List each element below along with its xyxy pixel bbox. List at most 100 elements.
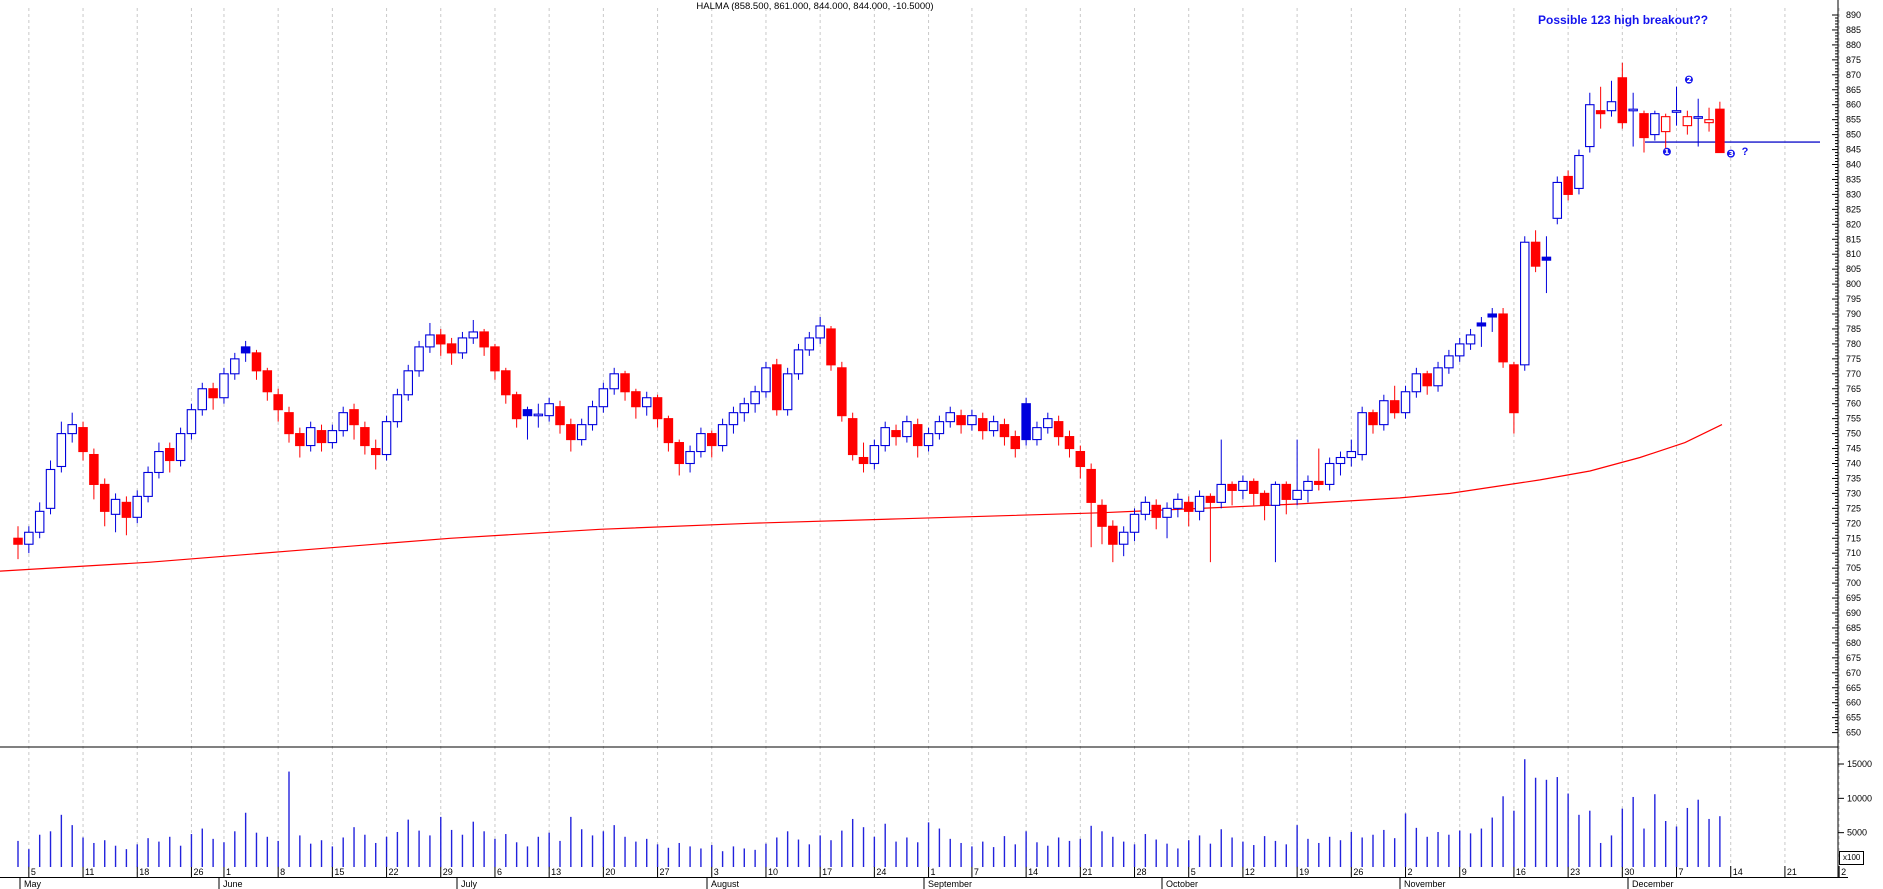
price-axis-label: 790 [1846, 309, 1861, 319]
candle [1606, 101, 1617, 112]
candle [1530, 241, 1541, 267]
price-axis-label: 760 [1846, 399, 1861, 409]
day-label: 14 [1028, 867, 1038, 877]
candle [1693, 116, 1703, 119]
breakout-annotation-text[interactable]: Possible 123 high breakout?? [1538, 13, 1709, 27]
candle [858, 456, 869, 465]
candle [837, 367, 847, 417]
candle [425, 334, 435, 348]
candle [1639, 113, 1649, 139]
candle [674, 442, 684, 465]
point-marker-?[interactable]: ? [1741, 146, 1749, 158]
price-axis-label: 715 [1846, 533, 1861, 543]
day-label: 24 [876, 867, 886, 877]
candle [1704, 119, 1714, 124]
chart-title: HALMA (858.500, 861.000, 844.000, 844.00… [696, 1, 934, 12]
price-axis-label: 670 [1846, 668, 1861, 678]
day-label: 8 [280, 867, 285, 877]
candle [1238, 480, 1248, 491]
candle [696, 433, 706, 453]
candle [392, 394, 403, 423]
price-axis-label: 710 [1846, 548, 1861, 558]
candle [1671, 110, 1682, 113]
month-label: May [24, 879, 42, 889]
candle [262, 370, 273, 393]
candle [1574, 154, 1584, 189]
candle [436, 334, 446, 345]
candle [912, 424, 923, 447]
day-label: 27 [660, 867, 670, 877]
price-axis-label: 785 [1846, 324, 1861, 334]
price-axis-label: 680 [1846, 638, 1861, 648]
volume-axis-label: 10000 [1847, 793, 1872, 803]
candle [815, 325, 825, 339]
candle [826, 328, 836, 366]
candle [360, 427, 370, 447]
candle [154, 450, 164, 474]
candle [782, 373, 793, 411]
candle [1194, 495, 1205, 512]
candle [316, 430, 327, 444]
candle [728, 412, 739, 426]
price-axis-label: 875 [1846, 55, 1861, 65]
price-axis-label: 750 [1846, 429, 1861, 439]
candle [1400, 391, 1411, 414]
candle [641, 397, 652, 408]
day-label: 21 [1787, 867, 1797, 877]
day-label: 16 [1516, 867, 1526, 877]
price-axis-label: 705 [1846, 563, 1861, 573]
day-label: 5 [1191, 867, 1196, 877]
point-marker-❶[interactable]: ❶ [1662, 146, 1672, 159]
candle [1715, 108, 1725, 154]
candle [869, 445, 880, 465]
candle [1617, 77, 1628, 124]
candle [772, 364, 782, 411]
price-axis-label: 780 [1846, 339, 1861, 349]
candle [1444, 355, 1454, 369]
day-label: 20 [605, 867, 615, 877]
point-marker-❸[interactable]: ❸ [1726, 148, 1736, 161]
price-axis-label: 735 [1846, 473, 1861, 483]
price-axis-label: 825 [1846, 204, 1861, 214]
candle [45, 468, 56, 509]
price-axis-label: 885 [1846, 25, 1861, 35]
candle [143, 471, 153, 497]
price-axis-label: 650 [1846, 728, 1861, 738]
day-label: 30 [1624, 867, 1634, 877]
price-axis-label: 660 [1846, 698, 1861, 708]
candle [457, 337, 468, 354]
candle [186, 409, 197, 435]
candle [750, 391, 760, 405]
candle [305, 427, 316, 447]
candle [1108, 525, 1118, 545]
point-marker-❷[interactable]: ❷ [1684, 74, 1694, 87]
candle [923, 433, 934, 447]
price-axis-label: 720 [1846, 518, 1861, 528]
day-label: 26 [193, 867, 203, 877]
candle [902, 421, 912, 438]
candle [13, 537, 23, 545]
candle [598, 388, 609, 408]
candle [1162, 507, 1172, 518]
price-axis-label: 665 [1846, 683, 1861, 693]
candle [1043, 418, 1053, 429]
candle [1498, 313, 1508, 363]
price-axis-label: 830 [1846, 189, 1861, 199]
day-label: 13 [551, 867, 561, 877]
candle [707, 433, 717, 447]
candle [566, 424, 576, 441]
candle [349, 409, 359, 426]
candle [1509, 364, 1519, 414]
candle [1379, 400, 1389, 426]
candle [1205, 495, 1216, 503]
day-label: 7 [1679, 867, 1684, 877]
candle [978, 418, 988, 432]
candle [1650, 113, 1660, 136]
price-axis-label: 855 [1846, 115, 1861, 125]
day-label: 7 [974, 867, 979, 877]
candle [1433, 367, 1443, 387]
candle [446, 343, 457, 354]
price-axis-label: 755 [1846, 414, 1861, 424]
candle [1010, 436, 1021, 450]
